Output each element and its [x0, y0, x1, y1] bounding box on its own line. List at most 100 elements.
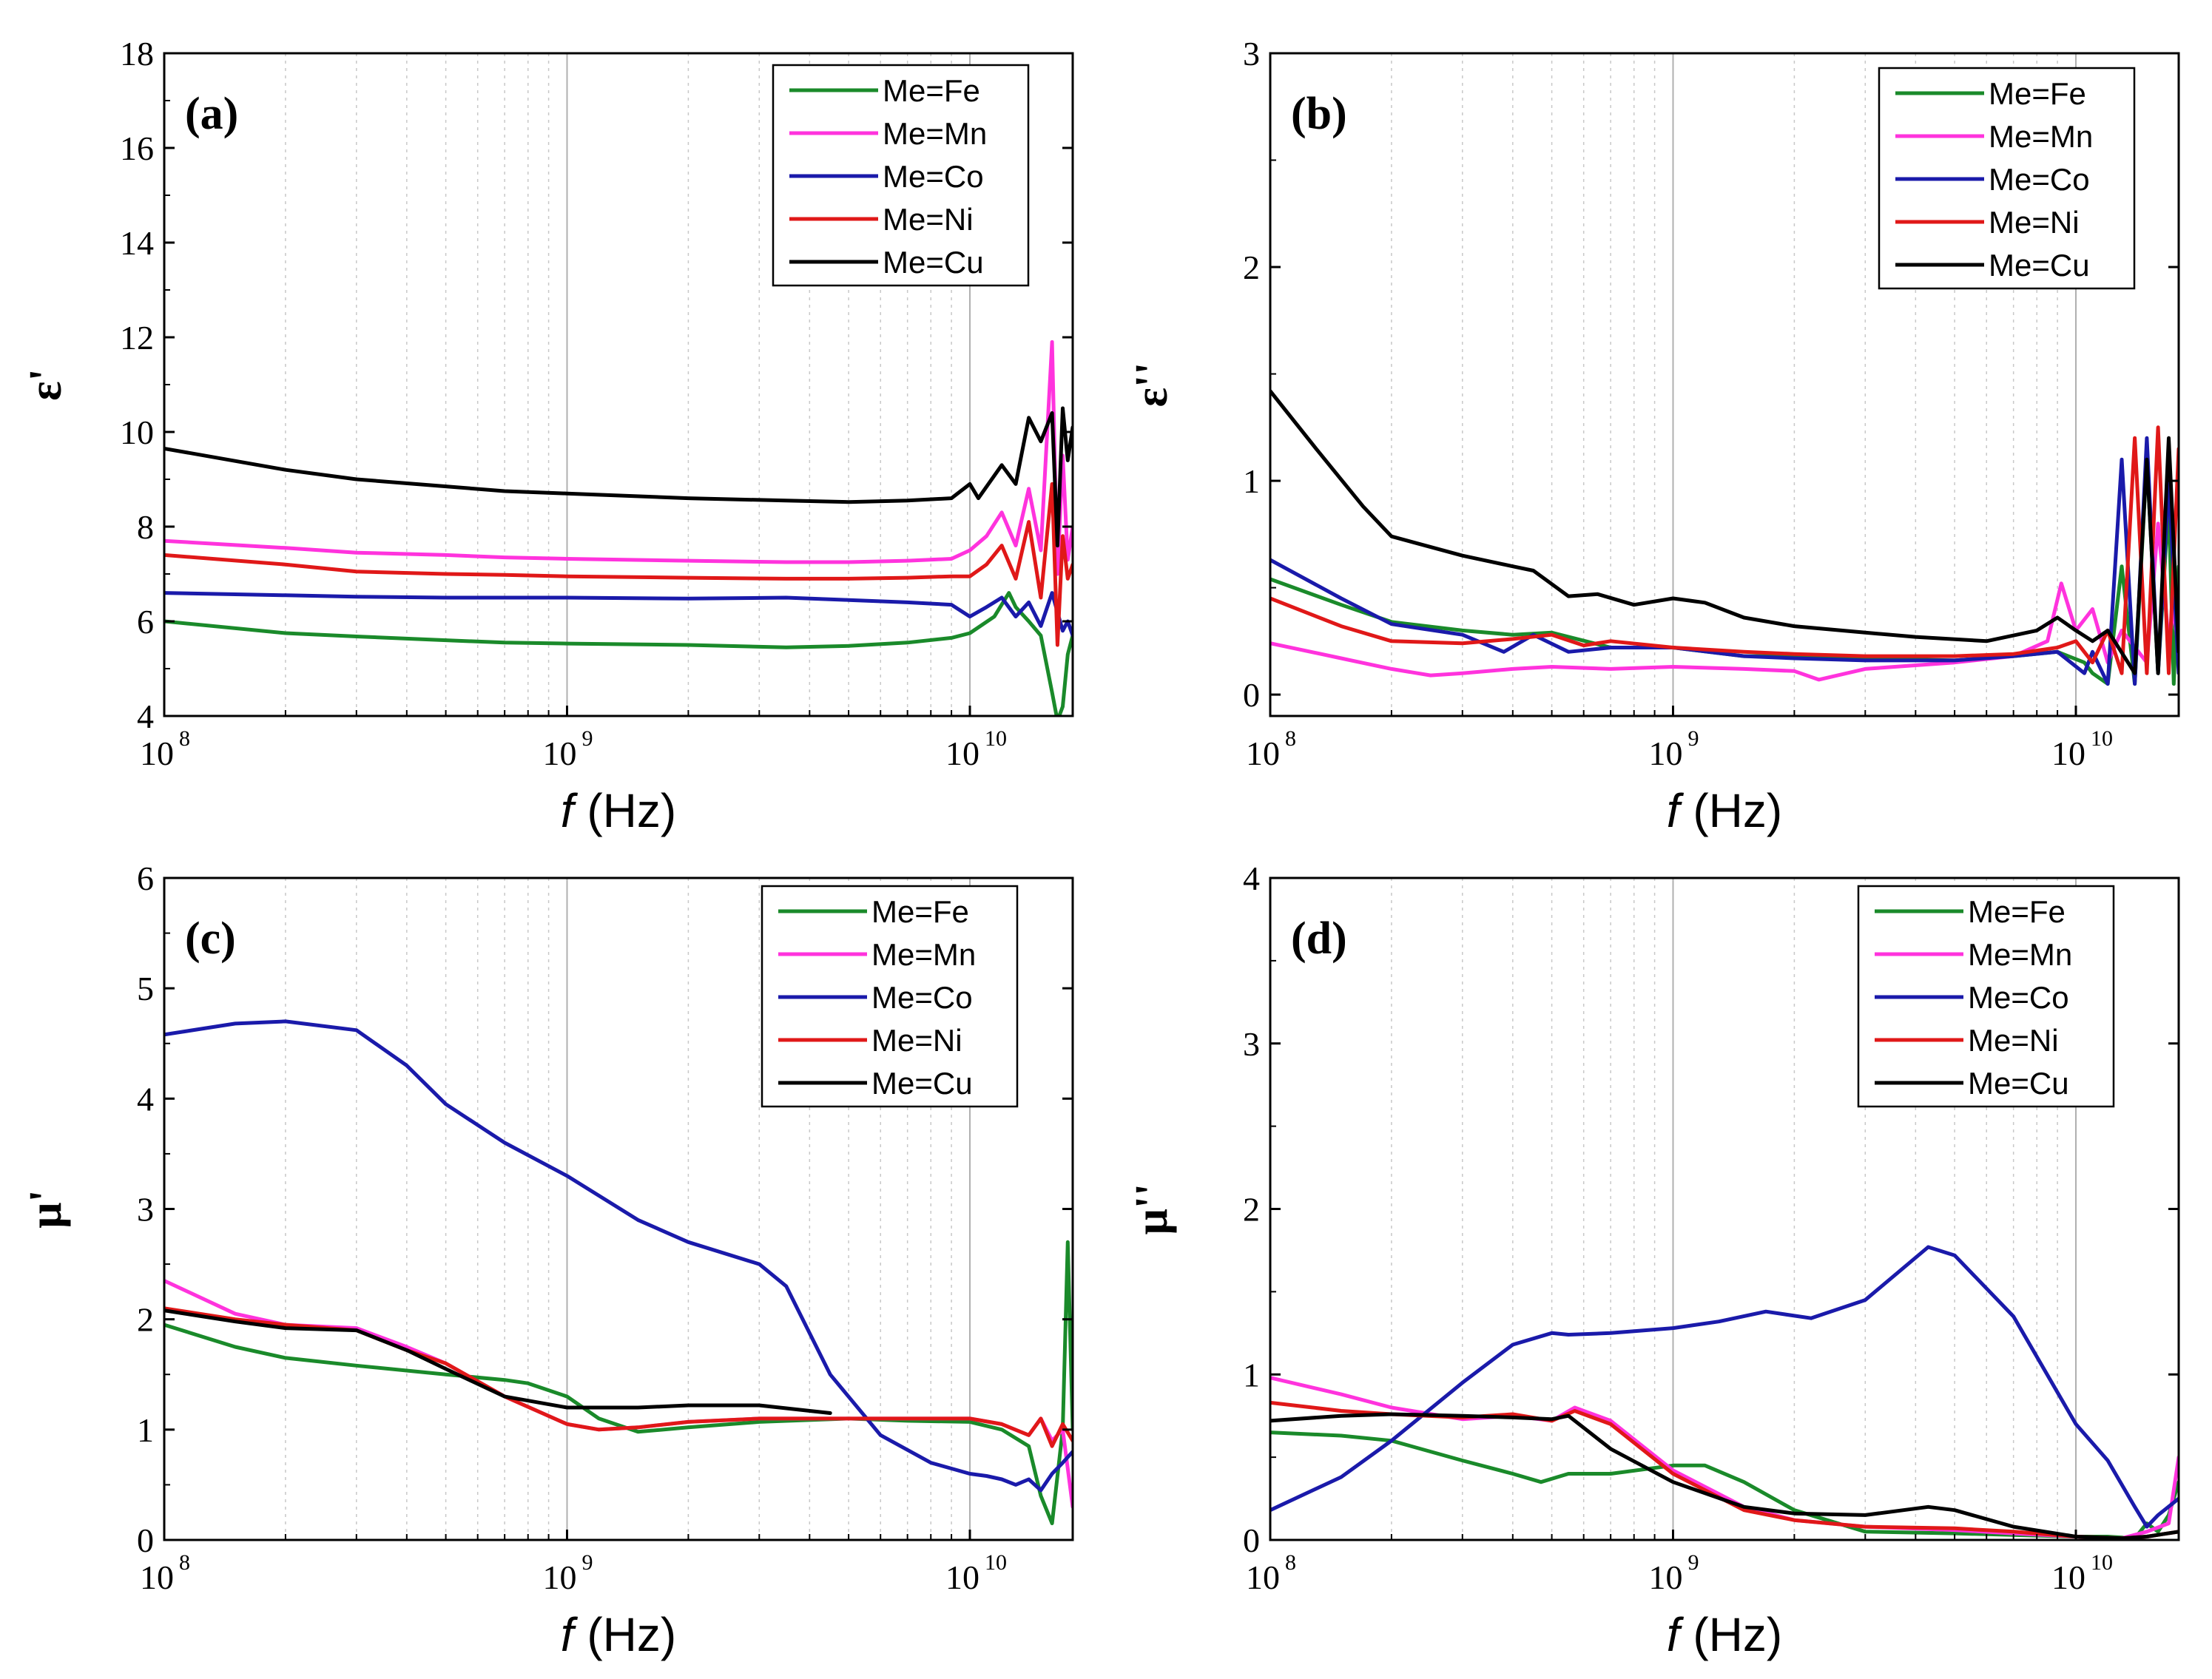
legend-label-ni: Me=Ni [1989, 205, 2080, 240]
y-tick-label: 3 [137, 1191, 154, 1229]
y-tick-label: 2 [137, 1301, 154, 1339]
y-tick-label: 3 [1243, 35, 1260, 72]
series-line-co [1270, 436, 2179, 686]
series-line-ni [1270, 425, 2179, 675]
y-tick-label: 1 [1243, 1356, 1260, 1393]
series-line-cu [164, 406, 1073, 548]
y-tick-label: 14 [120, 224, 154, 262]
x-axis-title: f (Hz) [1667, 784, 1782, 837]
legend-label-co: Me=Co [1968, 980, 2069, 1015]
y-axis-title: μ'' [1127, 1183, 1177, 1235]
legend-label-co: Me=Co [883, 159, 984, 194]
legend-label-mn: Me=Mn [883, 116, 987, 151]
y-tick-label: 4 [137, 697, 154, 735]
x-tick-exponent: 9 [1688, 1550, 1699, 1575]
plot-frame [1269, 52, 2180, 717]
x-axis-title: f (Hz) [1667, 1608, 1782, 1661]
y-tick-label: 4 [1243, 859, 1260, 897]
panel-label: (a) [185, 89, 238, 139]
legend-label-ni: Me=Ni [871, 1023, 962, 1058]
panel-label: (c) [185, 913, 236, 964]
panel-label: (b) [1291, 89, 1347, 139]
y-tick-label: 4 [137, 1080, 154, 1118]
x-tick-label: 10 [945, 1558, 979, 1596]
x-tick-label: 10 [140, 1558, 174, 1596]
series-group [164, 1019, 1073, 1526]
y-tick-label: 0 [1243, 676, 1260, 714]
legend-label-cu: Me=Cu [1968, 1066, 2069, 1101]
series-group [1270, 1245, 2179, 1540]
x-tick-label: 10 [543, 734, 577, 772]
x-tick-exponent: 8 [179, 1550, 190, 1575]
y-axis-title: ε'' [1127, 362, 1177, 408]
y-tick-label: 1 [137, 1411, 154, 1449]
legend: Me=Fe Me=Mn Me=Co Me=Ni Me=Cu [772, 64, 1030, 287]
legend-label-ni: Me=Ni [1968, 1023, 2059, 1058]
legend-label-co: Me=Co [1989, 162, 2090, 197]
legend-label-cu: Me=Cu [871, 1066, 973, 1101]
x-axis-title: f (Hz) [561, 1608, 676, 1661]
legend-label-fe: Me=Fe [883, 73, 980, 108]
x-tick-label: 10 [1246, 734, 1280, 772]
series-line-cu [164, 1308, 832, 1415]
series-line-ni [1270, 1400, 2179, 1540]
x-tick-exponent: 10 [2091, 726, 2113, 751]
x-tick-label: 10 [1649, 734, 1683, 772]
x-axis-title: f (Hz) [561, 784, 676, 837]
series-group [164, 339, 1073, 716]
series-line-co [164, 1019, 1073, 1493]
y-tick-label: 10 [120, 413, 154, 451]
series-line-mn [1270, 521, 2179, 682]
legend-label-mn: Me=Mn [871, 937, 976, 972]
y-tick-label: 0 [1243, 1521, 1260, 1559]
y-tick-label: 2 [1243, 1191, 1260, 1229]
x-tick-label: 10 [2051, 1558, 2085, 1596]
x-tick-exponent: 10 [985, 1550, 1007, 1575]
y-tick-label: 6 [137, 603, 154, 641]
legend: Me=Fe Me=Mn Me=Co Me=Ni Me=Cu [1878, 67, 2136, 290]
series-line-mn [164, 339, 1073, 576]
legend-label-mn: Me=Mn [1989, 119, 2093, 154]
x-tick-exponent: 8 [1285, 1550, 1296, 1575]
series-line-fe [1270, 1430, 2179, 1540]
series-line-cu [1270, 389, 2179, 675]
legend-label-cu: Me=Cu [1989, 248, 2090, 283]
x-tick-label: 10 [140, 734, 174, 772]
legend-label-co: Me=Co [871, 980, 973, 1015]
x-tick-label: 10 [1649, 1558, 1683, 1596]
x-tick-exponent: 9 [582, 1550, 593, 1575]
series-line-co [164, 591, 1073, 638]
y-tick-label: 18 [120, 35, 154, 72]
y-tick-label: 3 [1243, 1025, 1260, 1063]
y-tick-label: 16 [120, 129, 154, 167]
x-tick-exponent: 10 [985, 726, 1007, 751]
y-tick-label: 2 [1243, 249, 1260, 286]
legend-label-mn: Me=Mn [1968, 937, 2072, 972]
legend-label-fe: Me=Fe [871, 894, 969, 929]
series-line-mn [1270, 1376, 2179, 1540]
legend-label-fe: Me=Fe [1989, 76, 2086, 111]
series-line-cu [1270, 1412, 2179, 1540]
y-axis-title: ε' [21, 368, 71, 401]
x-tick-label: 10 [1246, 1558, 1280, 1596]
series-line-ni [164, 482, 1073, 647]
y-tick-label: 6 [137, 859, 154, 897]
x-tick-label: 10 [2051, 734, 2085, 772]
panel-label: (d) [1291, 913, 1347, 964]
y-tick-label: 0 [137, 1521, 154, 1559]
y-tick-label: 12 [120, 319, 154, 357]
y-tick-label: 8 [137, 508, 154, 546]
series-line-co [1270, 1245, 2179, 1529]
x-tick-label: 10 [543, 1558, 577, 1596]
series-line-fe [164, 1240, 1073, 1526]
x-tick-exponent: 10 [2091, 1550, 2113, 1575]
x-tick-exponent: 9 [582, 726, 593, 751]
x-tick-label: 10 [945, 734, 979, 772]
legend-label-ni: Me=Ni [883, 202, 974, 237]
series-group [1270, 389, 2179, 686]
